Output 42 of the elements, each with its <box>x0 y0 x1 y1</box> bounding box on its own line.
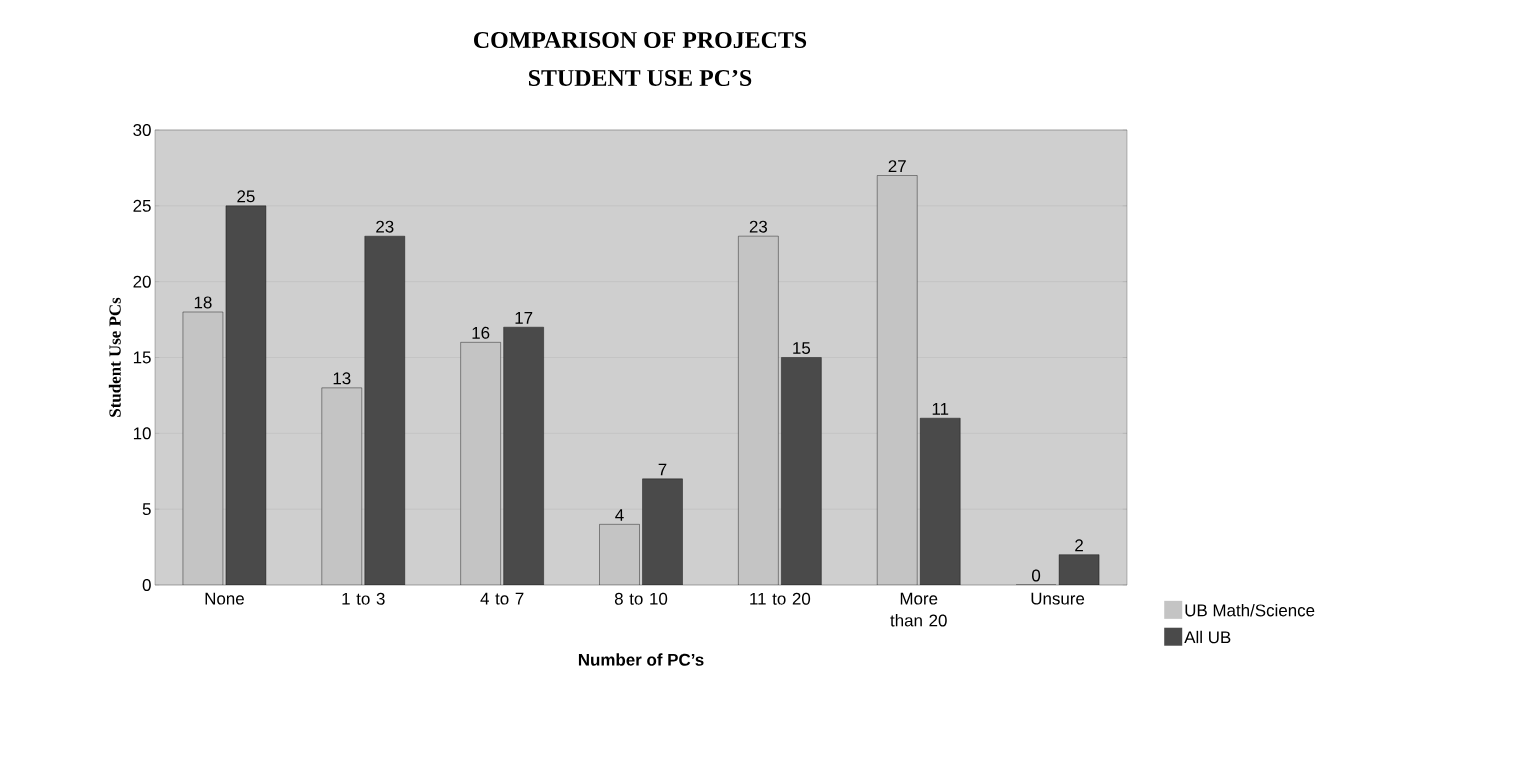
chart-subtitle: STUDENT USE PC’S <box>529 69 752 87</box>
bar <box>503 326 544 585</box>
bar <box>1058 554 1100 585</box>
x-tick-label: None <box>205 592 244 605</box>
x-tick-label: 4 to 7 <box>480 592 524 605</box>
y-axis-title: Student Use PCs <box>108 297 121 417</box>
bar <box>225 205 266 585</box>
data-label: 2 <box>1075 539 1083 552</box>
data-label: 17 <box>515 311 533 324</box>
data-label: 7 <box>658 463 667 476</box>
bar <box>920 417 961 585</box>
legend-label: All UB <box>1184 630 1231 644</box>
data-label: 25 <box>237 190 255 203</box>
data-label: 16 <box>472 326 490 339</box>
x-axis-title: Number of PC’s <box>578 653 704 666</box>
bar <box>182 312 223 585</box>
y-tick-label: 10 <box>133 427 151 440</box>
data-label: 11 <box>932 402 949 415</box>
data-label: 4 <box>615 509 624 521</box>
x-tick-label: 1 to 3 <box>342 592 385 605</box>
y-tick-label: 25 <box>133 199 151 212</box>
y-tick-label: 30 <box>133 123 151 136</box>
y-tick-label: 20 <box>133 275 151 288</box>
data-label: 15 <box>793 342 811 354</box>
x-tick-label: More than 20 <box>890 592 947 627</box>
x-tick-label: Unsure <box>1031 592 1085 605</box>
data-label: 18 <box>194 296 212 309</box>
legend-label: UB Math/Science <box>1185 603 1315 617</box>
y-tick-label: 0 <box>142 579 151 591</box>
data-label: 23 <box>376 220 394 233</box>
data-label: 23 <box>749 220 768 233</box>
x-tick-label: 11 to 20 <box>750 592 811 605</box>
bar <box>781 357 822 585</box>
chart-title: COMPARISON OF PROJECTS <box>474 31 807 49</box>
y-tick-label: 5 <box>142 503 151 516</box>
data-label: 0 <box>1032 569 1041 582</box>
bar <box>642 478 683 585</box>
data-label: 27 <box>888 160 906 172</box>
data-label: 13 <box>333 372 351 385</box>
bar <box>364 235 405 585</box>
y-tick-label: 15 <box>133 351 151 364</box>
x-tick-label: 8 to 10 <box>614 592 668 605</box>
